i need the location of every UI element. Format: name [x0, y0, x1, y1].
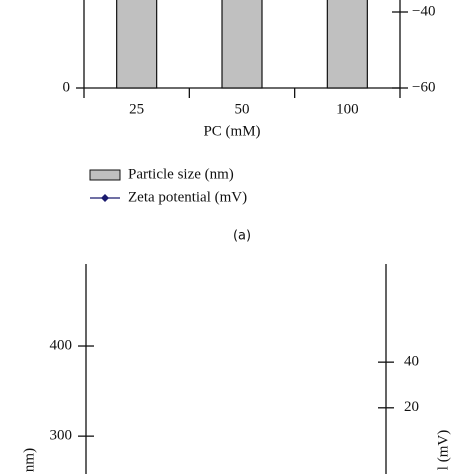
legend-label: Particle size (nm)	[128, 166, 234, 182]
y-tick-label: 300	[50, 428, 73, 444]
y2-tick-label: 40	[404, 354, 419, 370]
x-axis-label: PC (mM)	[203, 123, 260, 139]
x-tick-label: 25	[129, 101, 144, 117]
y2-tick-label: 20	[404, 399, 419, 415]
caption: (a)	[233, 229, 251, 244]
y-tick-label: 0	[63, 79, 71, 95]
y2-tick-label: −40	[412, 3, 435, 19]
bar	[326, 0, 368, 89]
legend-swatch	[89, 169, 121, 181]
y2-tick-label: −60	[412, 79, 435, 95]
y-axis-label: nm)	[21, 448, 37, 472]
bar	[221, 0, 263, 89]
legend-label: Zeta potential (mV)	[128, 189, 247, 205]
x-tick-label: 50	[235, 101, 250, 117]
y-tick-label: 400	[50, 337, 73, 353]
x-tick-label: 100	[336, 101, 359, 117]
y2-axis-label: l (mV)	[435, 430, 451, 470]
legend-marker	[101, 194, 109, 202]
bar	[116, 0, 158, 89]
